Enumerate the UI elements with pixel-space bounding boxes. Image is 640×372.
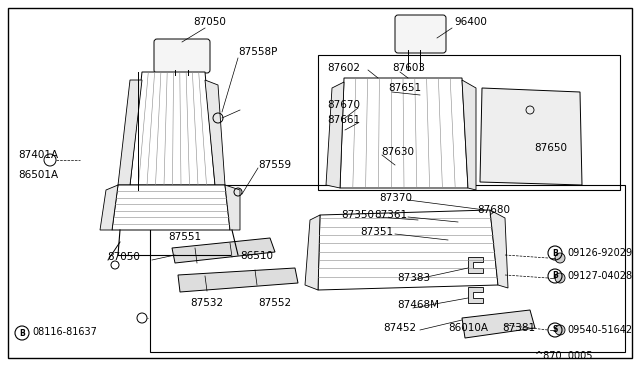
Polygon shape — [468, 257, 483, 273]
Text: B: B — [552, 272, 558, 280]
Polygon shape — [462, 310, 535, 338]
Circle shape — [555, 273, 565, 283]
Text: 87630: 87630 — [381, 147, 414, 157]
Text: 86010A: 86010A — [448, 323, 488, 333]
Polygon shape — [130, 72, 215, 185]
Text: 09127-04028: 09127-04028 — [567, 271, 632, 281]
Text: 87552: 87552 — [258, 298, 291, 308]
Polygon shape — [462, 80, 476, 190]
FancyBboxPatch shape — [395, 15, 446, 53]
Text: 87383: 87383 — [397, 273, 430, 283]
Text: 09126-92029: 09126-92029 — [567, 248, 632, 258]
Polygon shape — [490, 210, 508, 288]
Circle shape — [555, 253, 565, 263]
Text: 87558P: 87558P — [238, 47, 277, 57]
Polygon shape — [318, 210, 498, 290]
Polygon shape — [178, 268, 298, 292]
Text: 09540-51642: 09540-51642 — [567, 325, 632, 335]
Text: 87370: 87370 — [379, 193, 412, 203]
Text: 87651: 87651 — [388, 83, 421, 93]
Text: 87050: 87050 — [107, 252, 140, 262]
Text: 87050: 87050 — [193, 17, 226, 27]
Text: 87559: 87559 — [258, 160, 291, 170]
Polygon shape — [468, 287, 483, 303]
Text: 87680: 87680 — [477, 205, 510, 215]
Polygon shape — [340, 78, 468, 188]
Polygon shape — [480, 88, 582, 185]
Bar — [318, 55, 620, 190]
Polygon shape — [100, 185, 118, 230]
Polygon shape — [205, 80, 225, 185]
Polygon shape — [326, 82, 344, 188]
Text: 96400: 96400 — [454, 17, 487, 27]
Text: S: S — [552, 326, 557, 334]
Polygon shape — [112, 185, 230, 230]
Text: 87603: 87603 — [392, 63, 425, 73]
Bar — [150, 185, 625, 352]
Text: 87381: 87381 — [502, 323, 535, 333]
Circle shape — [555, 325, 565, 335]
Text: 87551: 87551 — [168, 232, 201, 242]
Text: B: B — [552, 248, 558, 257]
Text: 86510: 86510 — [240, 251, 273, 261]
Polygon shape — [305, 215, 320, 290]
Text: 87661: 87661 — [327, 115, 360, 125]
Text: 87468M: 87468M — [397, 300, 439, 310]
Text: 87401A: 87401A — [18, 150, 58, 160]
Text: 87361: 87361 — [374, 210, 407, 220]
Polygon shape — [172, 238, 275, 263]
Text: 87351: 87351 — [360, 227, 393, 237]
Text: 87350: 87350 — [341, 210, 374, 220]
Text: 87602: 87602 — [327, 63, 360, 73]
Text: 86501A: 86501A — [18, 170, 58, 180]
FancyBboxPatch shape — [154, 39, 210, 73]
Text: 08116-81637: 08116-81637 — [32, 327, 97, 337]
Text: B: B — [19, 328, 25, 337]
Text: 87532: 87532 — [190, 298, 223, 308]
Polygon shape — [225, 185, 240, 230]
Text: ^870  0005: ^870 0005 — [535, 351, 593, 361]
Text: 87650: 87650 — [534, 143, 567, 153]
Text: 87452: 87452 — [383, 323, 416, 333]
Polygon shape — [118, 80, 142, 185]
Text: 87670: 87670 — [327, 100, 360, 110]
